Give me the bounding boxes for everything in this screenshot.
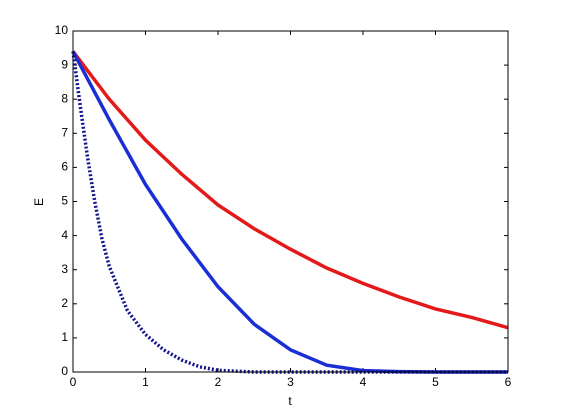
x-tick-label: 1 xyxy=(142,375,149,389)
y-tick-label: 2 xyxy=(61,296,68,310)
y-tick-label: 9 xyxy=(61,57,68,71)
x-tick-label: 0 xyxy=(70,375,77,389)
y-tick-label: 3 xyxy=(61,262,68,276)
x-tick-label: 6 xyxy=(505,375,512,389)
y-tick-label: 8 xyxy=(61,91,68,105)
y-tick-label: 0 xyxy=(61,364,68,378)
x-tick-label: 4 xyxy=(360,375,367,389)
x-tick-label: 2 xyxy=(215,375,222,389)
x-tick-label: 3 xyxy=(287,375,294,389)
x-tick-label: 5 xyxy=(432,375,439,389)
y-tick-label: 1 xyxy=(61,330,68,344)
axes-box xyxy=(72,30,509,373)
y-axis-label: E xyxy=(32,198,46,206)
plot-area xyxy=(73,31,508,372)
y-tick-label: 7 xyxy=(61,125,68,139)
line-series xyxy=(71,50,509,330)
y-tick-label: 5 xyxy=(61,194,68,208)
y-tick-label: 4 xyxy=(61,228,68,242)
line-series xyxy=(71,51,508,374)
y-tick-label: 6 xyxy=(61,160,68,174)
y-tick-label: 10 xyxy=(55,23,69,37)
x-axis-label: t xyxy=(288,394,292,408)
